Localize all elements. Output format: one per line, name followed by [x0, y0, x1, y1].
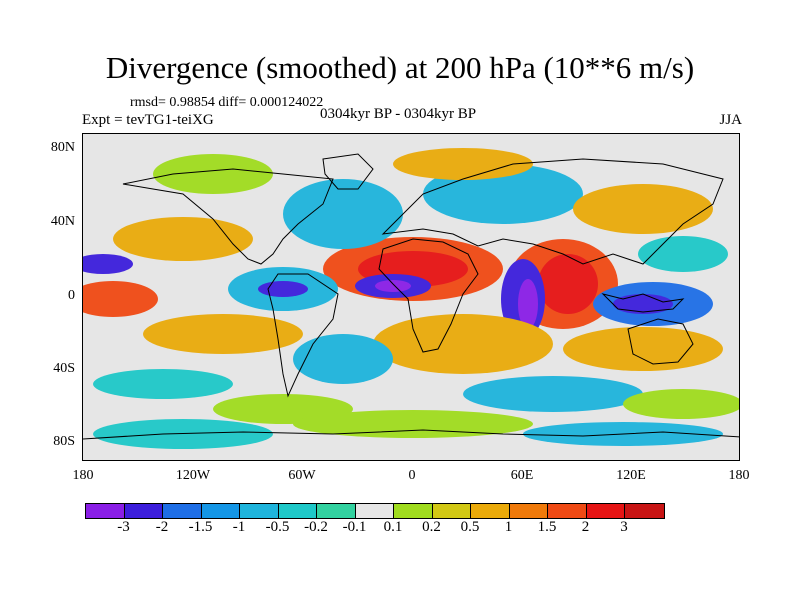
colorbar-swatch	[586, 504, 625, 518]
colorbar-swatch	[355, 504, 394, 518]
colorbar-label: 3	[620, 519, 628, 535]
experiment-label: Expt = tevTG1-teiXG	[82, 112, 214, 128]
field-blob	[538, 254, 598, 314]
lat-label-40s: 40S	[53, 361, 75, 376]
period-label: 0304kyr BP - 0304kyr BP	[320, 106, 477, 122]
colorbar-label: -0.1	[342, 519, 367, 535]
field-blob	[143, 314, 303, 354]
colorbar-label: 1	[504, 519, 513, 535]
colorbar-swatch	[548, 504, 587, 518]
season-label: JJA	[719, 112, 742, 128]
africa-coast	[378, 238, 479, 353]
colorbar-swatch	[625, 504, 664, 518]
field-blob	[393, 148, 533, 180]
field-blob	[623, 389, 739, 419]
field-blob	[613, 294, 673, 314]
field-blob	[463, 376, 643, 412]
field-blob	[573, 184, 713, 234]
colorbar-label: 0.1	[383, 519, 403, 535]
colorbar-label: 0.2	[422, 519, 441, 535]
lat-label-40n: 40N	[50, 214, 75, 229]
divergence-map	[82, 133, 740, 461]
colorbar-label: -0.5	[265, 519, 290, 535]
colorbar-label: -1	[232, 519, 246, 535]
lat-label-80s: 80S	[53, 434, 75, 449]
field-blob	[258, 281, 308, 297]
colorbar-swatch	[432, 504, 471, 518]
colorbar-swatch	[509, 504, 548, 518]
divergence-field	[83, 148, 739, 449]
field-blob	[293, 410, 533, 438]
field-blob	[375, 280, 411, 292]
colorbar-label: -3	[117, 519, 130, 535]
colorbar-swatch	[240, 504, 279, 518]
field-blob	[373, 314, 553, 374]
map-title: Divergence (smoothed) at 200 hPa (10**6 …	[105, 50, 695, 85]
stats-label: rmsd= 0.98854 diff= 0.000124022	[130, 95, 324, 110]
maritime-continent-coast	[601, 293, 685, 313]
map-plot	[83, 134, 739, 460]
field-blob	[93, 369, 233, 399]
field-blob	[293, 334, 393, 384]
colorbar-swatch	[278, 504, 317, 518]
colorbar-label: -0.2	[304, 519, 328, 535]
antarctica-coast	[83, 429, 739, 440]
lon-label-60w: 60W	[288, 468, 316, 483]
lat-label-80n: 80N	[50, 140, 75, 155]
colorbar-label: 2	[581, 519, 590, 535]
colorbar-label: 1.5	[537, 519, 557, 535]
field-blob	[563, 327, 723, 371]
eurasia-coast	[381, 158, 724, 265]
field-blob	[83, 281, 158, 317]
colorbar-swatch	[471, 504, 510, 518]
field-blob	[638, 236, 728, 272]
south-america-coast	[267, 273, 339, 398]
australia-coast	[627, 318, 694, 365]
colorbar-swatch	[394, 504, 433, 518]
colorbar-swatch	[201, 504, 240, 518]
colorbar-label: -2	[155, 519, 169, 535]
field-blob	[83, 254, 133, 274]
field-blob	[283, 179, 403, 249]
lon-label-120e: 120E	[616, 468, 646, 483]
field-blob	[518, 279, 538, 329]
colorbar-swatch	[86, 504, 125, 518]
greenland-coast	[322, 153, 374, 190]
field-blob	[153, 154, 273, 194]
lon-label-60e: 60E	[510, 468, 534, 483]
colorbar-label: -1.5	[188, 519, 213, 535]
lon-label-180w: 180	[72, 468, 94, 483]
lon-label-120w: 120W	[175, 468, 211, 483]
colorbar-swatch	[124, 504, 163, 518]
lon-label-180e: 180	[728, 468, 750, 483]
colorbar-swatch	[317, 504, 356, 518]
north-america-coast	[122, 168, 334, 265]
coastlines	[83, 153, 739, 440]
field-blob	[113, 217, 253, 261]
colorbar-label: 0.5	[460, 519, 480, 535]
lat-label-equator: 0	[68, 288, 75, 303]
lon-label-0: 0	[408, 468, 416, 483]
colorbar-swatch	[163, 504, 202, 518]
colorbar	[85, 503, 665, 519]
